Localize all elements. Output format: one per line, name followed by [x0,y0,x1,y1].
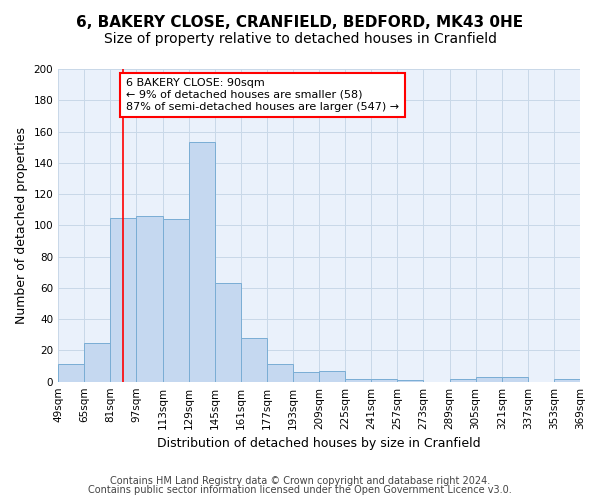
Bar [58,364,84,382]
Bar [449,378,476,382]
Text: 6, BAKERY CLOSE, CRANFIELD, BEDFORD, MK43 0HE: 6, BAKERY CLOSE, CRANFIELD, BEDFORD, MK4… [76,15,524,30]
Bar [502,377,528,382]
X-axis label: Distribution of detached houses by size in Cranfield: Distribution of detached houses by size … [157,437,481,450]
Bar [371,378,397,382]
Bar [319,370,345,382]
Bar [215,283,241,382]
Text: Size of property relative to detached houses in Cranfield: Size of property relative to detached ho… [104,32,497,46]
Y-axis label: Number of detached properties: Number of detached properties [15,127,28,324]
Bar [163,219,188,382]
Bar [84,342,110,382]
Bar [110,218,136,382]
Text: 6 BAKERY CLOSE: 90sqm
← 9% of detached houses are smaller (58)
87% of semi-detac: 6 BAKERY CLOSE: 90sqm ← 9% of detached h… [126,78,399,112]
Text: Contains HM Land Registry data © Crown copyright and database right 2024.: Contains HM Land Registry data © Crown c… [110,476,490,486]
Bar [188,142,215,382]
Bar [136,216,163,382]
Bar [397,380,424,382]
Bar [293,372,319,382]
Bar [345,378,371,382]
Text: Contains public sector information licensed under the Open Government Licence v3: Contains public sector information licen… [88,485,512,495]
Bar [476,377,502,382]
Bar [554,378,580,382]
Bar [267,364,293,382]
Bar [241,338,267,382]
